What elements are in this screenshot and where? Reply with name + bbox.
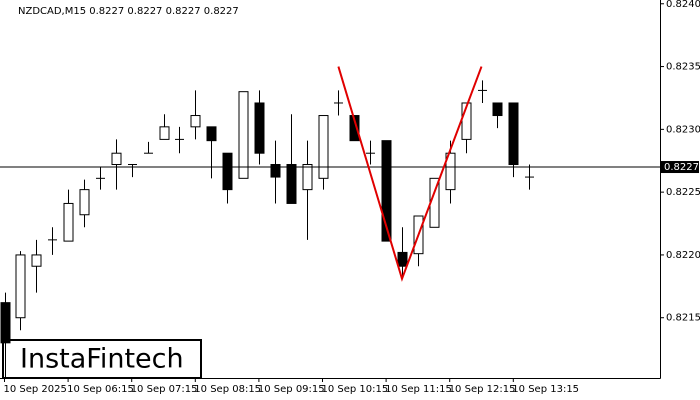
x-tick-label: 10 Sep 2025 — [4, 384, 67, 395]
candle-body — [492, 102, 503, 117]
y-tick-label: 0.8225 — [666, 187, 700, 198]
candle-body — [318, 115, 329, 179]
y-tick-label: 0.8230 — [666, 124, 700, 135]
x-tick-label: 10 Sep 10:15 — [322, 384, 389, 395]
y-tick-label: 0.8235 — [666, 62, 700, 73]
pattern-line — [337, 66, 483, 282]
last-price-tag — [661, 161, 699, 174]
candle-body — [190, 115, 201, 128]
x-tick-label: 10 Sep 12:15 — [449, 384, 516, 395]
candle-body — [111, 152, 122, 166]
x-tick-label: 10 Sep 06:15 — [67, 384, 134, 395]
candle-body — [270, 164, 281, 178]
candle-body — [445, 152, 456, 191]
candle-body — [349, 115, 360, 142]
candle-body — [0, 302, 11, 344]
last-price-label: 0.8227 — [664, 162, 699, 173]
candle-body — [238, 91, 249, 179]
x-tick-label: 10 Sep 07:15 — [131, 384, 198, 395]
x-tick-label: 10 Sep 09:15 — [258, 384, 325, 395]
y-tick-label: 0.8215 — [666, 313, 700, 324]
y-tick-label: 0.8240 — [666, 0, 700, 10]
y-tick-label: 0.8220 — [666, 250, 700, 261]
candle-body — [286, 164, 297, 204]
candle-body — [254, 102, 265, 154]
chart-title: NZDCAD,M15 0.8227 0.8227 0.8227 0.8227 — [18, 6, 239, 17]
logo: InstaFintech — [20, 344, 184, 375]
x-tick-label: 10 Sep 13:15 — [512, 384, 579, 395]
candle-body — [222, 152, 233, 191]
x-tick-label: 10 Sep 11:15 — [385, 384, 452, 395]
candle-body — [206, 126, 217, 142]
logo-box — [2, 339, 202, 379]
x-tick-label: 10 Sep 08:15 — [194, 384, 261, 395]
candle-body — [159, 126, 170, 140]
candle-body — [31, 254, 42, 267]
candle-body — [397, 251, 408, 267]
candle-body — [15, 254, 26, 319]
candle-body — [79, 189, 90, 216]
candle-body — [381, 140, 392, 242]
candle-body — [302, 164, 313, 191]
candle-body — [508, 102, 519, 166]
candle-body — [63, 202, 74, 242]
